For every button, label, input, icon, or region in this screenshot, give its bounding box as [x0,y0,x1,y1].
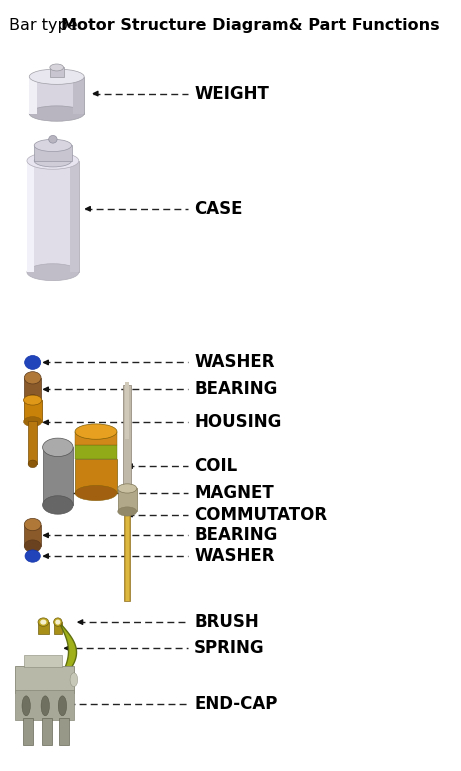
Ellipse shape [38,618,49,626]
Ellipse shape [56,620,60,624]
Text: BRUSH: BRUSH [194,613,259,631]
Text: BEARING: BEARING [194,527,278,544]
Ellipse shape [28,460,37,468]
Bar [118,489,137,511]
Ellipse shape [41,620,46,624]
Bar [24,655,62,667]
Ellipse shape [49,136,57,143]
Ellipse shape [29,69,84,84]
Text: HOUSING: HOUSING [194,413,281,432]
Bar [124,386,131,497]
Bar [27,161,79,272]
Ellipse shape [118,507,137,516]
Bar [42,447,73,505]
Ellipse shape [24,395,42,405]
Ellipse shape [27,264,79,281]
Ellipse shape [53,618,62,626]
Bar [24,400,42,422]
Bar [15,691,74,719]
Text: BEARING: BEARING [194,380,278,399]
Bar [75,445,117,460]
Bar [23,718,33,745]
Polygon shape [60,624,77,682]
Text: COIL: COIL [194,457,237,475]
Text: WEIGHT: WEIGHT [194,85,269,103]
Bar [15,666,74,693]
Bar [24,524,41,546]
Text: COMMUTATOR: COMMUTATOR [194,506,327,524]
Bar [38,622,49,634]
Ellipse shape [24,372,41,384]
Bar [59,718,69,745]
Ellipse shape [24,395,41,407]
Ellipse shape [34,155,71,167]
Text: END-CAP: END-CAP [194,695,278,713]
Bar [29,76,37,113]
Bar [75,460,117,493]
Bar [75,432,117,445]
Ellipse shape [29,106,84,121]
Ellipse shape [58,696,67,715]
Bar [29,76,84,113]
Bar [34,146,71,161]
Text: MAGNET: MAGNET [194,484,274,502]
Ellipse shape [42,438,73,456]
Bar [24,378,41,401]
Ellipse shape [24,540,41,552]
Ellipse shape [25,550,40,562]
Text: WASHER: WASHER [194,547,275,565]
Bar [42,718,52,745]
Ellipse shape [24,416,42,426]
Ellipse shape [24,355,41,369]
Text: Motor Structure Diagram& Part Functions: Motor Structure Diagram& Part Functions [60,19,439,33]
Ellipse shape [70,673,78,687]
Ellipse shape [22,696,30,715]
Ellipse shape [34,140,71,152]
Text: SPRING: SPRING [194,639,265,657]
Ellipse shape [75,424,117,439]
Ellipse shape [24,518,41,530]
Bar [73,76,84,113]
Ellipse shape [118,484,137,493]
Bar [126,497,129,601]
Bar [50,67,64,76]
Ellipse shape [50,64,64,71]
Bar [70,161,79,272]
Bar [124,497,130,601]
Ellipse shape [42,496,73,514]
Bar [28,421,37,464]
Ellipse shape [75,486,117,500]
Ellipse shape [41,696,49,715]
Text: WASHER: WASHER [194,353,275,372]
Ellipse shape [27,153,79,170]
Text: Bar type: Bar type [9,19,83,33]
Bar [27,161,34,272]
Bar [125,382,129,439]
Text: CASE: CASE [194,200,242,218]
Bar [53,622,62,634]
